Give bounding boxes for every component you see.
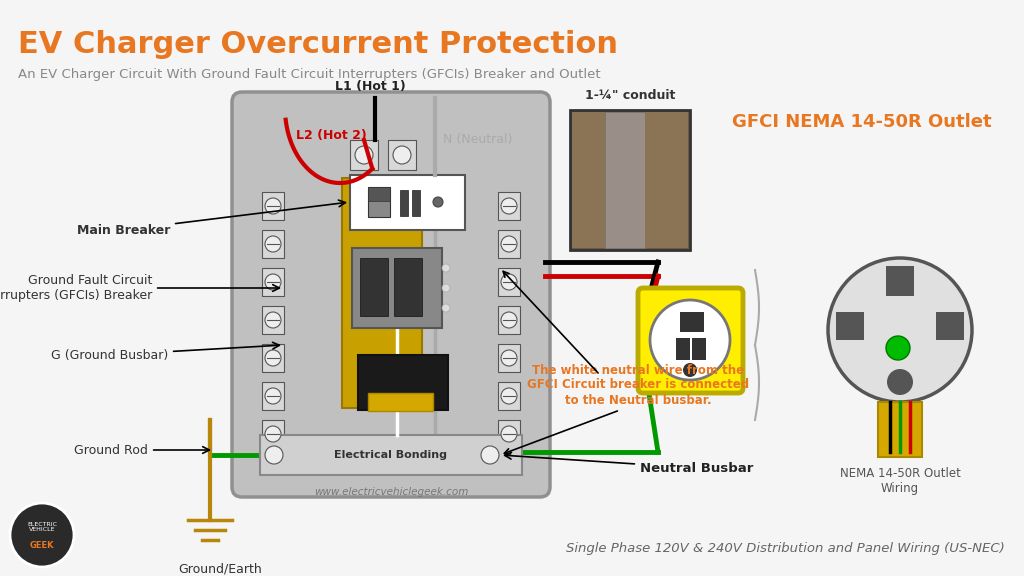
- Text: 1-¼" conduit: 1-¼" conduit: [585, 89, 675, 102]
- Bar: [676, 338, 690, 360]
- Text: The white neutral wire from the
GFCI Circuit breaker is connected
to the Neutral: The white neutral wire from the GFCI Cir…: [527, 363, 750, 407]
- Circle shape: [265, 446, 283, 464]
- Bar: [498, 306, 520, 334]
- Circle shape: [442, 284, 450, 292]
- Circle shape: [828, 258, 972, 402]
- Circle shape: [501, 350, 517, 366]
- Circle shape: [10, 503, 74, 567]
- Circle shape: [650, 300, 730, 380]
- Circle shape: [265, 236, 281, 252]
- Text: GFCI NEMA 14-50R Outlet: GFCI NEMA 14-50R Outlet: [732, 113, 992, 131]
- Bar: [498, 268, 520, 296]
- Bar: [360, 258, 388, 316]
- Bar: [262, 382, 284, 410]
- Bar: [836, 312, 864, 340]
- Bar: [645, 112, 688, 248]
- Text: NEMA 14-50R Outlet
Wiring: NEMA 14-50R Outlet Wiring: [840, 467, 961, 495]
- Bar: [680, 312, 692, 332]
- Circle shape: [501, 236, 517, 252]
- Bar: [262, 230, 284, 258]
- Bar: [352, 248, 442, 328]
- Text: G (Ground Busbar): G (Ground Busbar): [51, 342, 280, 362]
- Text: L1 (Hot 1): L1 (Hot 1): [335, 80, 406, 93]
- Bar: [498, 192, 520, 220]
- Circle shape: [355, 146, 373, 164]
- Circle shape: [265, 426, 281, 442]
- Circle shape: [501, 198, 517, 214]
- Bar: [368, 187, 390, 217]
- Bar: [262, 344, 284, 372]
- Circle shape: [481, 446, 499, 464]
- Circle shape: [501, 312, 517, 328]
- Bar: [878, 402, 922, 457]
- FancyBboxPatch shape: [232, 92, 550, 497]
- Bar: [936, 312, 964, 340]
- Bar: [498, 420, 520, 448]
- Circle shape: [501, 274, 517, 290]
- Bar: [262, 192, 284, 220]
- Bar: [692, 338, 706, 360]
- Bar: [262, 268, 284, 296]
- Text: www.electricvehiclegeek.com: www.electricvehiclegeek.com: [313, 487, 468, 497]
- Text: Neutral Busbar: Neutral Busbar: [505, 452, 754, 475]
- Bar: [605, 112, 645, 248]
- Text: Electrical Bonding: Electrical Bonding: [335, 450, 447, 460]
- Bar: [350, 175, 465, 230]
- Circle shape: [501, 426, 517, 442]
- Circle shape: [265, 198, 281, 214]
- Text: ELECTRIC
VEHICLE: ELECTRIC VEHICLE: [27, 522, 57, 532]
- FancyBboxPatch shape: [638, 288, 743, 393]
- Circle shape: [433, 197, 443, 207]
- Bar: [262, 420, 284, 448]
- Bar: [572, 112, 605, 248]
- Text: An EV Charger Circuit With Ground Fault Circuit Interrupters (GFCIs) Breaker and: An EV Charger Circuit With Ground Fault …: [18, 68, 601, 81]
- Bar: [358, 355, 449, 410]
- Circle shape: [501, 388, 517, 404]
- Circle shape: [265, 388, 281, 404]
- Circle shape: [442, 264, 450, 272]
- Text: Ground Fault Circuit
Interrupters (GFCIs) Breaker: Ground Fault Circuit Interrupters (GFCIs…: [0, 274, 280, 302]
- Circle shape: [265, 312, 281, 328]
- Text: Ground Rod: Ground Rod: [74, 444, 209, 457]
- Bar: [368, 187, 390, 201]
- Bar: [400, 190, 408, 216]
- Text: EV Charger Overcurrent Protection: EV Charger Overcurrent Protection: [18, 30, 618, 59]
- Circle shape: [683, 363, 697, 377]
- Text: Single Phase 120V & 240V Distribution and Panel Wiring (US-NEC): Single Phase 120V & 240V Distribution an…: [566, 542, 1005, 555]
- Bar: [262, 306, 284, 334]
- Bar: [342, 178, 422, 408]
- Bar: [412, 190, 420, 216]
- Bar: [498, 344, 520, 372]
- Circle shape: [886, 336, 910, 360]
- Bar: [570, 110, 690, 250]
- Bar: [394, 258, 422, 316]
- Circle shape: [887, 369, 913, 395]
- Circle shape: [442, 304, 450, 312]
- Bar: [498, 382, 520, 410]
- Text: GEEK: GEEK: [30, 540, 54, 550]
- Bar: [388, 140, 416, 170]
- Circle shape: [265, 274, 281, 290]
- Bar: [260, 435, 522, 475]
- Circle shape: [393, 146, 411, 164]
- Text: Ground/Earth: Ground/Earth: [178, 562, 262, 575]
- Bar: [886, 266, 914, 296]
- Bar: [368, 393, 433, 411]
- Text: L2 (Hot 2): L2 (Hot 2): [296, 130, 367, 142]
- Bar: [692, 312, 705, 332]
- Text: Main Breaker: Main Breaker: [77, 200, 345, 237]
- Bar: [498, 230, 520, 258]
- Circle shape: [265, 350, 281, 366]
- Bar: [350, 140, 378, 170]
- Text: N (Neutral): N (Neutral): [443, 134, 512, 146]
